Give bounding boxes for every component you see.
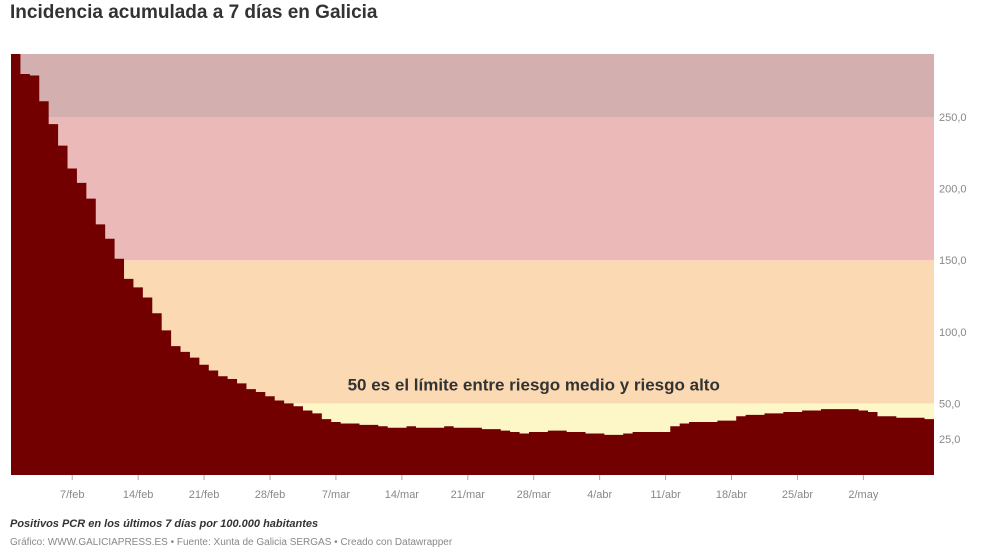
x-tick-label: 14/feb [123,489,154,501]
incidence-area [11,54,934,475]
chart-subtitle: Positivos PCR en los últimos 7 días por … [10,518,319,530]
x-tick-label: 28/mar [517,489,552,501]
x-tick-label: 7/feb [60,489,84,501]
x-tick-label: 7/mar [322,489,350,501]
y-tick-label: 250,0 [939,112,967,124]
x-tick-label: 2/may [848,489,878,501]
incidence-chart: 25,0 50,0 100,0 150,0 200,0 250,0 7/feb 14/feb 2… [11,54,967,501]
x-tick-label: 4/abr [587,489,612,501]
y-tick-label: 50,0 [939,398,960,410]
x-tick-label: 21/mar [451,489,486,501]
x-tick-label: 28/feb [255,489,286,501]
x-tick-label: 18/abr [716,489,748,501]
x-tick-label: 14/mar [385,489,420,501]
y-tick-label: 100,0 [939,327,967,339]
x-tick-label: 21/feb [189,489,220,501]
risk-band-2 [11,117,934,261]
x-tick-label: 25/abr [782,489,814,501]
x-tick-label: 11/abr [650,489,681,501]
chart-annotation: 50 es el límite entre riesgo medio y rie… [348,376,720,395]
risk-band-3 [11,54,934,118]
y-tick-label: 150,0 [939,255,967,267]
chart-title: Incidencia acumulada a 7 días en Galicia [10,2,378,23]
y-tick-label: 25,0 [939,434,960,446]
chart-footer: Gráfico: WWW.GALICIAPRESS.ES • Fuente: X… [10,537,453,548]
y-tick-label: 200,0 [939,184,967,196]
